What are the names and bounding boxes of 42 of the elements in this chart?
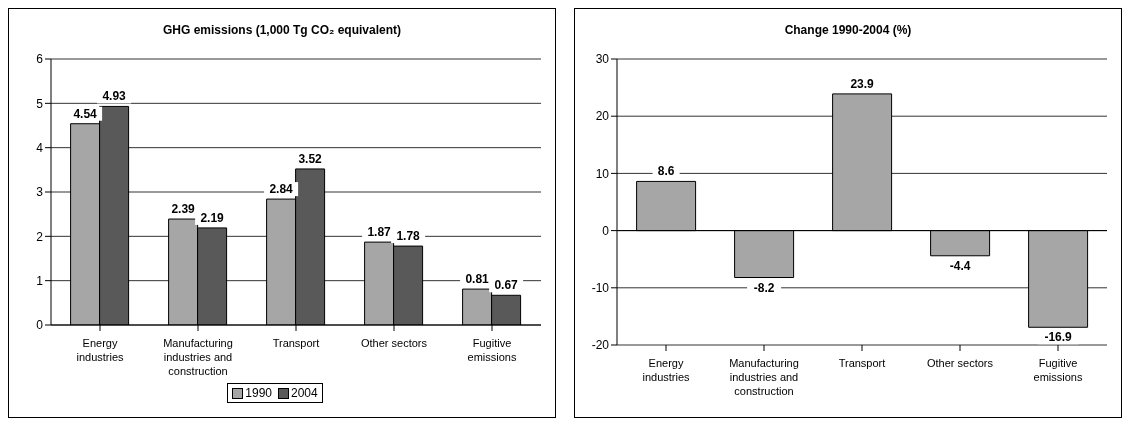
y-tick-label: 10 xyxy=(595,166,610,181)
x-tick-label: Other sectors xyxy=(926,357,994,369)
legend-label: 2004 xyxy=(290,386,318,400)
y-tick-label: 0 xyxy=(36,318,44,333)
x-tick-label: Other sectors xyxy=(360,337,428,349)
x-tick-label: Fugitive emissions xyxy=(467,337,517,363)
y-tick-label: -10 xyxy=(591,281,610,296)
data-label: 1.87 xyxy=(367,225,392,240)
data-label: -16.9 xyxy=(1044,330,1073,345)
data-label: 2.84 xyxy=(269,182,294,197)
x-tick-label: Manufacturing industries and construction xyxy=(729,357,799,397)
y-tick-label: 0 xyxy=(602,223,610,238)
y-tick-label: -20 xyxy=(591,338,610,353)
data-label: 8.6 xyxy=(657,164,675,179)
y-tick-label: 30 xyxy=(595,52,610,67)
x-tick-label: Transport xyxy=(838,357,886,369)
data-label: -4.4 xyxy=(949,258,971,273)
y-tick-label: 20 xyxy=(595,109,610,124)
x-tick-label: Energy industries xyxy=(76,337,125,363)
data-label: 4.54 xyxy=(73,106,98,121)
data-label: 23.9 xyxy=(850,76,875,91)
data-label: 3.52 xyxy=(298,151,323,166)
y-tick-label: 5 xyxy=(36,96,44,111)
y-tick-label: 2 xyxy=(36,229,44,244)
data-label: 0.81 xyxy=(465,272,490,287)
chart-title: GHG emissions (1,000 Tg CO₂ equivalent) xyxy=(161,23,403,37)
x-tick-label: Transport xyxy=(272,337,320,349)
chart-title: Change 1990-2004 (%) xyxy=(783,23,913,37)
data-label: 0.67 xyxy=(494,278,519,293)
data-label: -8.2 xyxy=(753,280,775,295)
data-label: 4.93 xyxy=(102,89,127,104)
y-tick-label: 6 xyxy=(36,52,44,67)
data-label: 1.78 xyxy=(396,229,421,244)
x-tick-label: Energy industries xyxy=(642,357,691,383)
x-tick-label: Fugitive emissions xyxy=(1033,357,1083,383)
y-tick-label: 3 xyxy=(36,185,44,200)
data-label: 2.19 xyxy=(200,210,225,225)
y-tick-label: 1 xyxy=(36,273,44,288)
data-label: 2.39 xyxy=(171,202,196,217)
y-tick-label: 4 xyxy=(36,140,44,155)
x-tick-label: Manufacturing industries and construction xyxy=(163,337,233,377)
legend-label: 1990 xyxy=(244,386,272,400)
